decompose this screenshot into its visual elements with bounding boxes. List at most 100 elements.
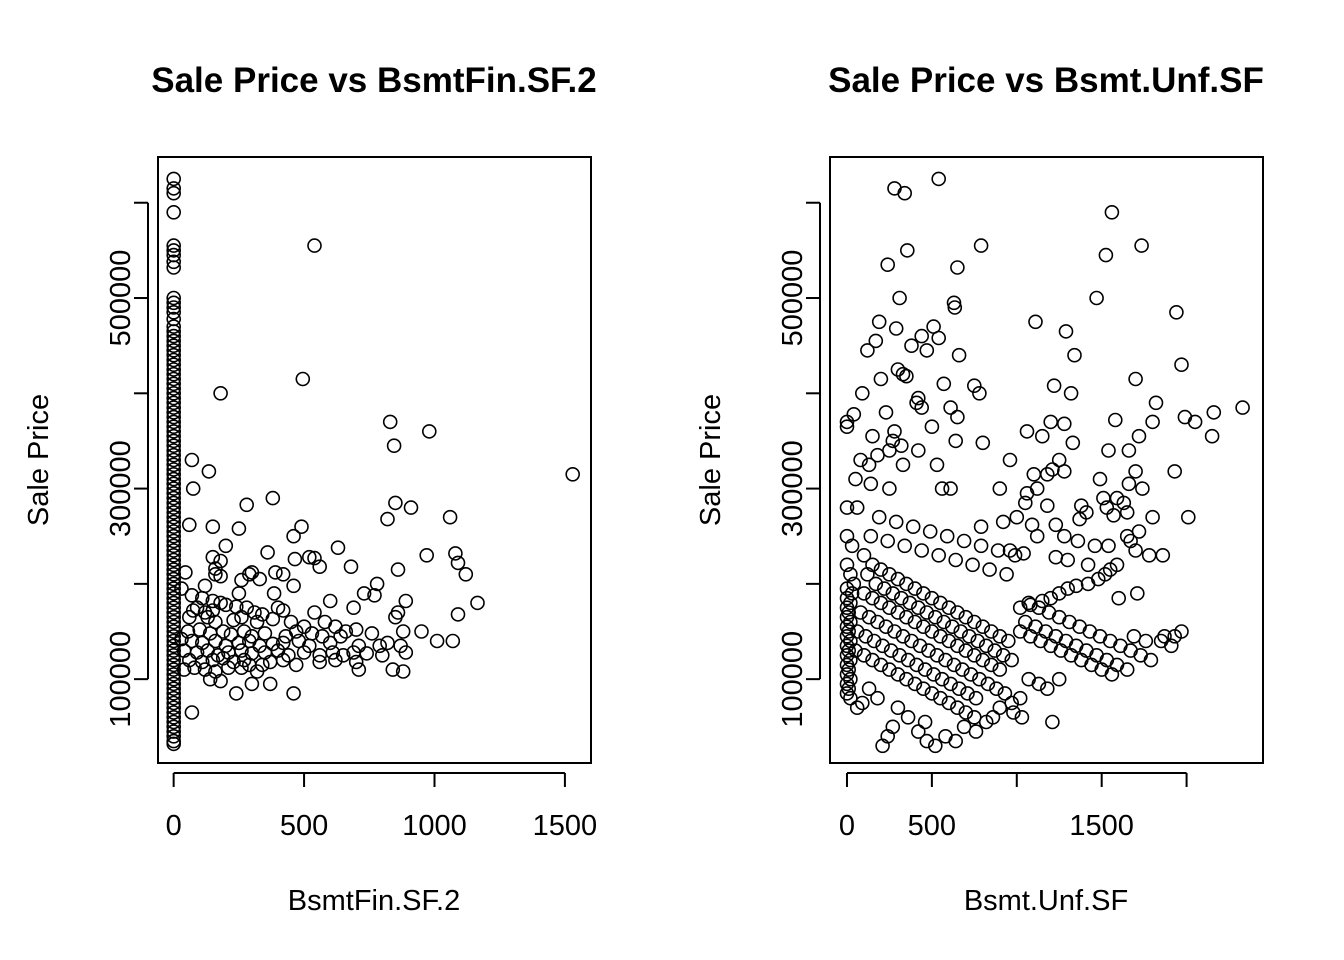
data-point	[312, 559, 328, 575]
data-point	[166, 304, 181, 320]
data-point	[931, 171, 947, 187]
data-point	[296, 645, 312, 660]
data-point	[266, 586, 282, 601]
data-point	[958, 609, 974, 625]
data-point	[972, 385, 987, 401]
data-point	[231, 521, 247, 536]
data-point	[936, 376, 952, 392]
data-point	[166, 538, 181, 554]
data-point	[213, 553, 228, 569]
data-point	[166, 566, 181, 582]
data-point	[421, 424, 437, 439]
data-point	[166, 676, 181, 692]
data-point	[380, 635, 395, 651]
data-point	[359, 646, 375, 661]
data-point	[912, 638, 928, 654]
data-point	[922, 524, 938, 539]
data-point	[849, 624, 865, 639]
data-point	[1043, 414, 1058, 430]
data-point	[1155, 547, 1171, 563]
right-plot-frame	[829, 156, 1264, 764]
data-point	[1119, 505, 1135, 520]
data-point	[166, 576, 181, 592]
data-point	[895, 457, 911, 473]
data-point	[1057, 416, 1072, 432]
left-x-axis-label: BsmtFin.SF.2	[288, 885, 460, 917]
data-point	[166, 185, 181, 201]
data-point	[1101, 538, 1116, 554]
data-point	[166, 605, 181, 620]
data-point	[956, 719, 972, 735]
data-point	[938, 652, 953, 668]
data-point	[166, 714, 181, 730]
data-point	[166, 500, 181, 515]
y-tick-label: 300000	[777, 440, 809, 537]
data-point	[1204, 428, 1220, 444]
data-point	[166, 381, 181, 396]
data-point	[890, 667, 906, 682]
data-point	[343, 559, 359, 575]
data-point	[1145, 414, 1160, 430]
data-point	[897, 538, 913, 554]
data-point	[348, 622, 364, 637]
data-point	[166, 728, 181, 744]
data-point	[166, 433, 181, 449]
data-point	[1045, 714, 1060, 730]
data-point	[166, 443, 181, 458]
data-point	[885, 586, 901, 601]
data-point	[1002, 452, 1018, 468]
data-point	[919, 343, 935, 358]
data-point	[873, 371, 889, 387]
data-point	[275, 566, 291, 582]
data-point	[286, 686, 301, 701]
data-point	[1065, 435, 1081, 451]
data-point	[1060, 581, 1075, 596]
data-point	[924, 624, 940, 639]
data-point	[992, 628, 1008, 644]
data-point	[1009, 509, 1025, 525]
left-y-axis-label: Sale Price	[23, 394, 55, 526]
data-point	[174, 581, 189, 596]
data-point	[234, 660, 249, 676]
data-point	[955, 662, 970, 677]
data-point	[902, 595, 918, 611]
data-point	[249, 664, 265, 679]
data-point	[288, 624, 304, 639]
data-point	[1046, 378, 1062, 394]
data-point	[202, 671, 218, 687]
data-point	[166, 709, 181, 725]
data-point	[843, 671, 858, 687]
data-point	[1051, 586, 1067, 601]
data-point	[907, 676, 923, 692]
data-point	[887, 181, 902, 196]
data-point	[166, 419, 181, 435]
data-point	[975, 652, 991, 668]
data-point	[166, 624, 181, 639]
data-point	[1206, 405, 1222, 420]
data-point	[166, 695, 181, 711]
data-point	[166, 471, 181, 487]
data-point	[239, 497, 254, 513]
data-point	[1141, 547, 1157, 563]
data-point	[1018, 495, 1033, 511]
data-point	[1101, 443, 1116, 458]
data-point	[943, 481, 958, 496]
data-point	[1006, 705, 1021, 720]
data-point	[1057, 464, 1072, 479]
data-point	[1019, 424, 1035, 439]
data-point	[1002, 543, 1018, 558]
data-point	[926, 667, 941, 682]
data-point	[966, 378, 982, 394]
data-point	[999, 566, 1014, 582]
data-point	[900, 709, 916, 725]
data-point	[166, 457, 181, 473]
data-point	[876, 581, 892, 596]
data-point	[205, 593, 221, 609]
data-point	[351, 662, 367, 677]
data-point	[166, 290, 181, 306]
data-point	[1029, 528, 1045, 544]
data-point	[983, 624, 999, 639]
data-point	[860, 566, 875, 582]
data-point	[166, 414, 181, 430]
data-point	[390, 605, 406, 620]
